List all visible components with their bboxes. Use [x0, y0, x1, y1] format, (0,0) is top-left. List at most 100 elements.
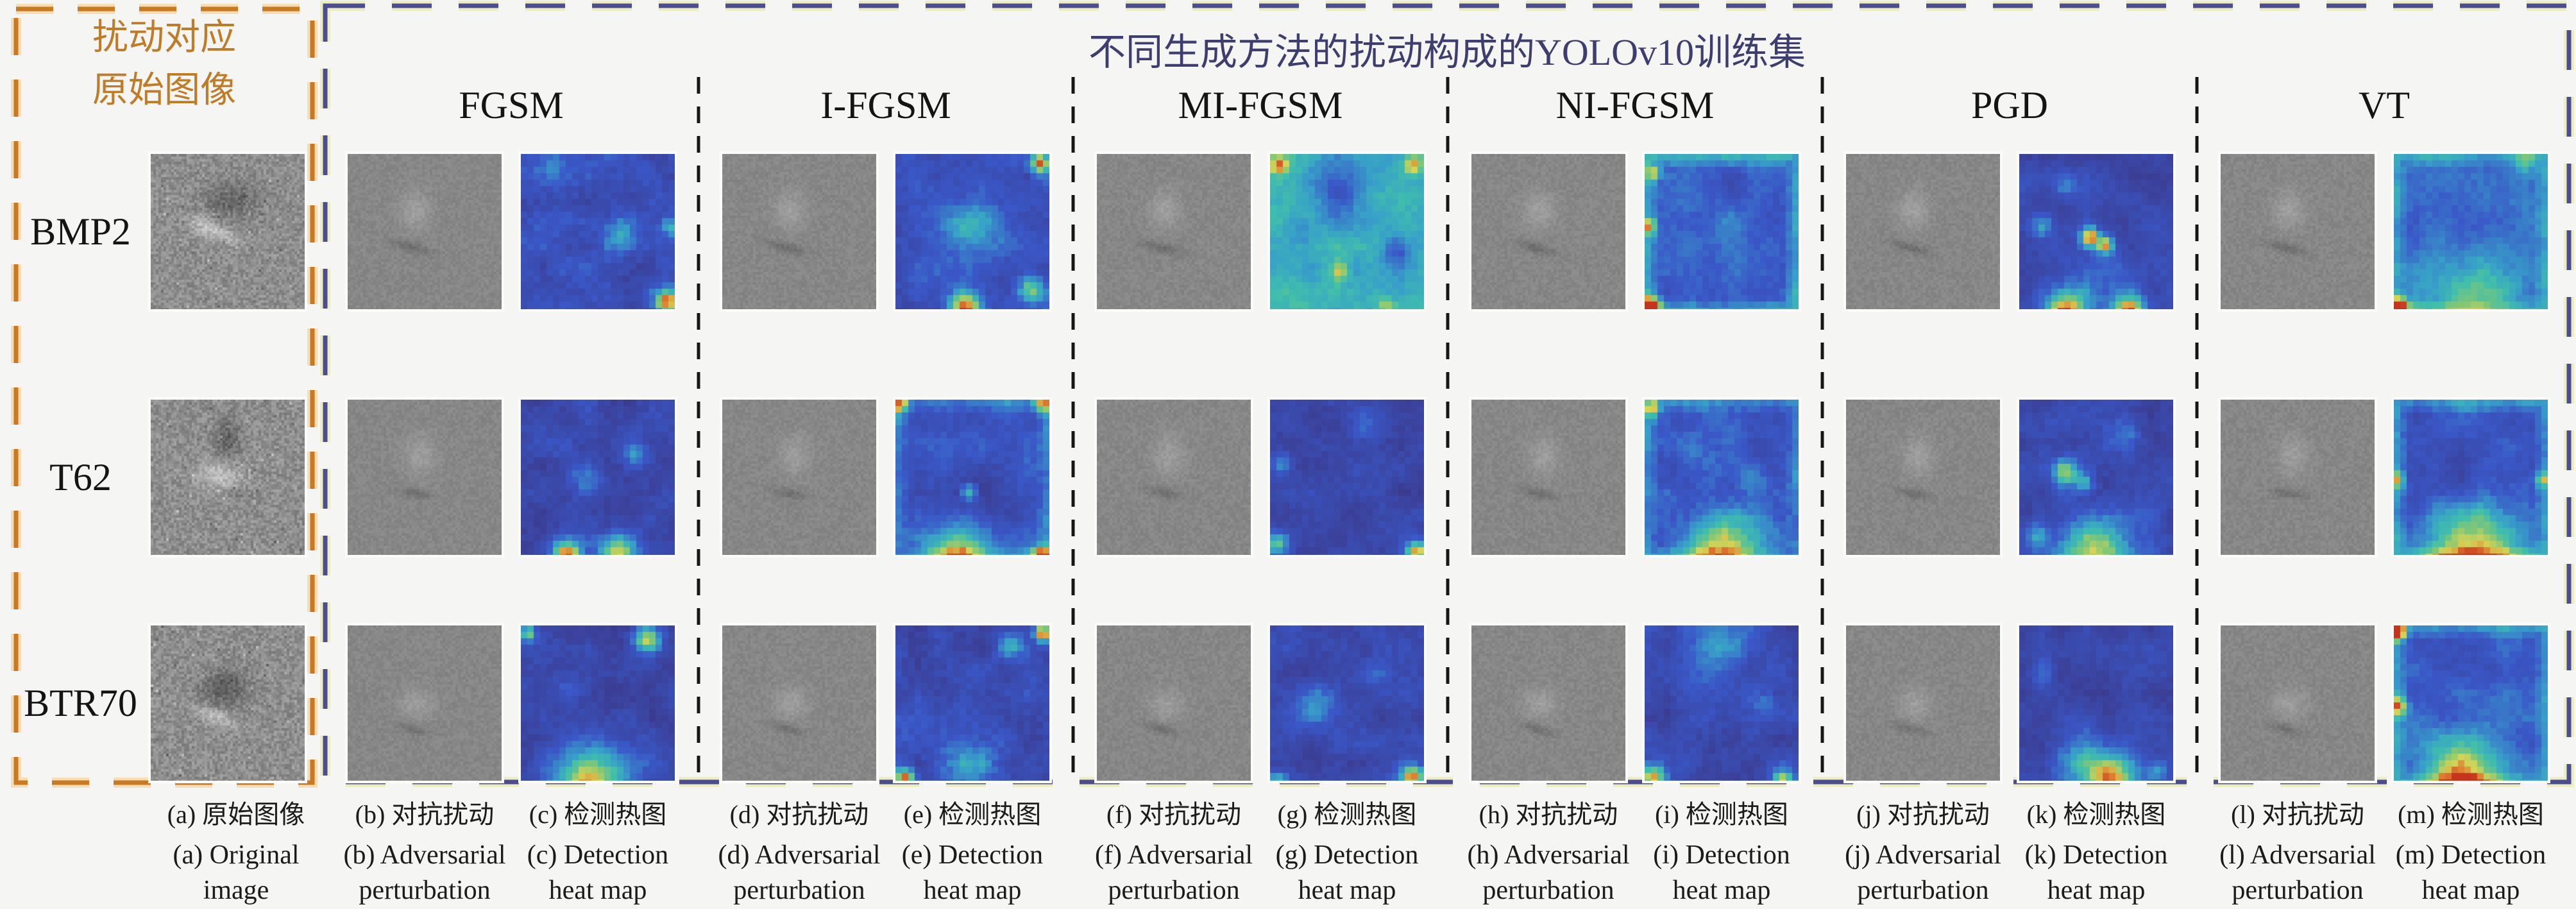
method-header-fgsm: FGSM: [459, 84, 564, 126]
heatmap-image-ni-fgsm-t62: [1645, 400, 1799, 555]
heatmap-image-mi-fgsm-t62: [1270, 400, 1424, 555]
perturbation-image-vt-t62: [2221, 400, 2375, 555]
caption-c: (c) 检测热图 (c) Detection heat map: [489, 798, 707, 908]
main-panel-title: 不同生成方法的扰动构成的YOLOv10训练集: [1088, 31, 1806, 73]
caption-k: (k) 检测热图 (k) Detection heat map: [1987, 798, 2205, 908]
caption-zh: (g) 检测热图: [1277, 800, 1417, 829]
caption-zh: (l) 对抗扰动: [2231, 800, 2364, 829]
caption-f: (f) 对抗扰动 (f) Adversarial perturbation: [1065, 798, 1283, 908]
row-label-bmp2: BMP2: [30, 210, 131, 253]
caption-en-line2: heat map: [2421, 876, 2520, 905]
caption-h: (h) 对抗扰动 (h) Adversarial perturbation: [1439, 798, 1657, 908]
heatmap-image-pgd-bmp2: [2019, 154, 2173, 309]
caption-en-line1: (e) Detection: [901, 840, 1044, 870]
method-header-vt: VT: [2359, 84, 2410, 126]
heatmap-image-vt-bmp2: [2394, 154, 2548, 309]
caption-en-line2: heat map: [923, 876, 1022, 905]
caption-en-line1: (c) Detection: [527, 840, 669, 870]
caption-en-line1: (k) Detection: [2024, 840, 2168, 870]
heatmap-image-mi-fgsm-btr70: [1270, 625, 1424, 781]
caption-d: (d) 对抗扰动 (d) Adversarial perturbation: [690, 798, 908, 908]
caption-zh: (i) 检测热图: [1655, 800, 1788, 829]
caption-en-line2: perturbation: [359, 876, 491, 905]
heatmap-image-vt-btr70: [2394, 625, 2548, 781]
perturbation-image-pgd-btr70: [1846, 625, 2000, 781]
caption-l: (l) 对抗扰动 (l) Adversarial perturbation: [2189, 798, 2407, 908]
caption-en-line1: (f) Adversarial: [1094, 840, 1253, 870]
method-header-mi-fgsm: MI-FGSM: [1178, 84, 1343, 126]
caption-i: (i) 检测热图 (i) Detection heat map: [1613, 798, 1831, 908]
original-image-t62: [151, 400, 305, 555]
caption-en-line1: (j) Adversarial: [1845, 840, 2001, 870]
caption-en-line2: image: [203, 876, 269, 905]
heatmap-image-fgsm-btr70: [521, 625, 675, 781]
row-label-btr70: BTR70: [24, 681, 137, 724]
caption-en-line1: (h) Adversarial: [1467, 840, 1630, 870]
left-panel-title: 扰动对应 原始图像: [14, 12, 314, 117]
caption-zh: (b) 对抗扰动: [355, 800, 495, 829]
original-image-btr70: [151, 625, 305, 781]
heatmap-image-ni-fgsm-bmp2: [1645, 154, 1799, 309]
left-panel-title-line2: 原始图像: [92, 71, 236, 110]
row-label-t62: T62: [49, 455, 112, 498]
perturbation-image-vt-bmp2: [2221, 154, 2375, 309]
perturbation-image-vt-btr70: [2221, 625, 2375, 781]
method-header-pgd: PGD: [1970, 84, 2049, 126]
original-image-bmp2: [151, 154, 305, 309]
perturbation-image-i-fgsm-btr70: [722, 625, 876, 781]
heatmap-image-i-fgsm-bmp2: [895, 154, 1049, 309]
caption-en-line1: (i) Detection: [1653, 840, 1790, 870]
method-header-i-fgsm: I-FGSM: [820, 84, 951, 126]
caption-en-line1: (m) Detection: [2395, 840, 2546, 870]
perturbation-image-mi-fgsm-bmp2: [1097, 154, 1251, 309]
heatmap-image-mi-fgsm-bmp2: [1270, 154, 1424, 309]
caption-b: (b) 对抗扰动 (b) Adversarial perturbation: [316, 798, 534, 908]
caption-en-line1: (g) Detection: [1275, 840, 1419, 870]
perturbation-image-i-fgsm-t62: [722, 400, 876, 555]
caption-zh: (a) 原始图像: [167, 800, 305, 829]
caption-en-line2: perturbation: [1482, 876, 1614, 905]
heatmap-image-ni-fgsm-btr70: [1645, 625, 1799, 781]
caption-g: (g) 检测热图 (g) Detection heat map: [1238, 798, 1456, 908]
perturbation-image-ni-fgsm-btr70: [1471, 625, 1625, 781]
caption-m: (m) 检测热图 (m) Detection heat map: [2362, 798, 2576, 908]
caption-zh: (j) 对抗扰动: [1856, 800, 1990, 829]
heatmap-image-fgsm-t62: [521, 400, 675, 555]
heatmap-image-i-fgsm-t62: [895, 400, 1049, 555]
caption-en-line1: (l) Adversarial: [2219, 840, 2376, 870]
perturbation-image-i-fgsm-bmp2: [722, 154, 876, 309]
perturbation-image-fgsm-bmp2: [348, 154, 502, 309]
caption-en-line2: heat map: [1672, 876, 1771, 905]
caption-en-line2: perturbation: [2232, 876, 2364, 905]
caption-zh: (k) 检测热图: [2026, 800, 2166, 829]
perturbation-image-fgsm-btr70: [348, 625, 502, 781]
caption-zh: (c) 检测热图: [529, 800, 667, 829]
method-header-ni-fgsm: NI-FGSM: [1555, 84, 1715, 126]
perturbation-image-pgd-t62: [1846, 400, 2000, 555]
caption-en-line2: heat map: [2047, 876, 2146, 905]
heatmap-image-fgsm-bmp2: [521, 154, 675, 309]
perturbation-image-ni-fgsm-t62: [1471, 400, 1625, 555]
perturbation-image-ni-fgsm-bmp2: [1471, 154, 1625, 309]
heatmap-image-pgd-t62: [2019, 400, 2173, 555]
caption-en-line1: (b) Adversarial: [343, 840, 506, 870]
caption-en-line1: (d) Adversarial: [718, 840, 881, 870]
caption-zh: (h) 对抗扰动: [1479, 800, 1618, 829]
caption-e: (e) 检测热图 (e) Detection heat map: [863, 798, 1081, 908]
caption-zh: (e) 检测热图: [903, 800, 1042, 829]
perturbation-image-mi-fgsm-btr70: [1097, 625, 1251, 781]
caption-zh: (m) 检测热图: [2398, 800, 2544, 829]
heatmap-image-i-fgsm-btr70: [895, 625, 1049, 781]
caption-en-line2: heat map: [1298, 876, 1396, 905]
caption-en-line1: (a) Original: [173, 840, 300, 870]
caption-a: (a) 原始图像 (a) Original image: [127, 798, 345, 908]
heatmap-image-pgd-btr70: [2019, 625, 2173, 781]
caption-en-line2: perturbation: [733, 876, 865, 905]
caption-en-line2: perturbation: [1857, 876, 1989, 905]
caption-zh: (f) 对抗扰动: [1106, 800, 1241, 829]
caption-j: (j) 对抗扰动 (j) Adversarial perturbation: [1814, 798, 2032, 908]
perturbation-image-fgsm-t62: [348, 400, 502, 555]
heatmap-image-vt-t62: [2394, 400, 2548, 555]
caption-en-line2: heat map: [548, 876, 647, 905]
